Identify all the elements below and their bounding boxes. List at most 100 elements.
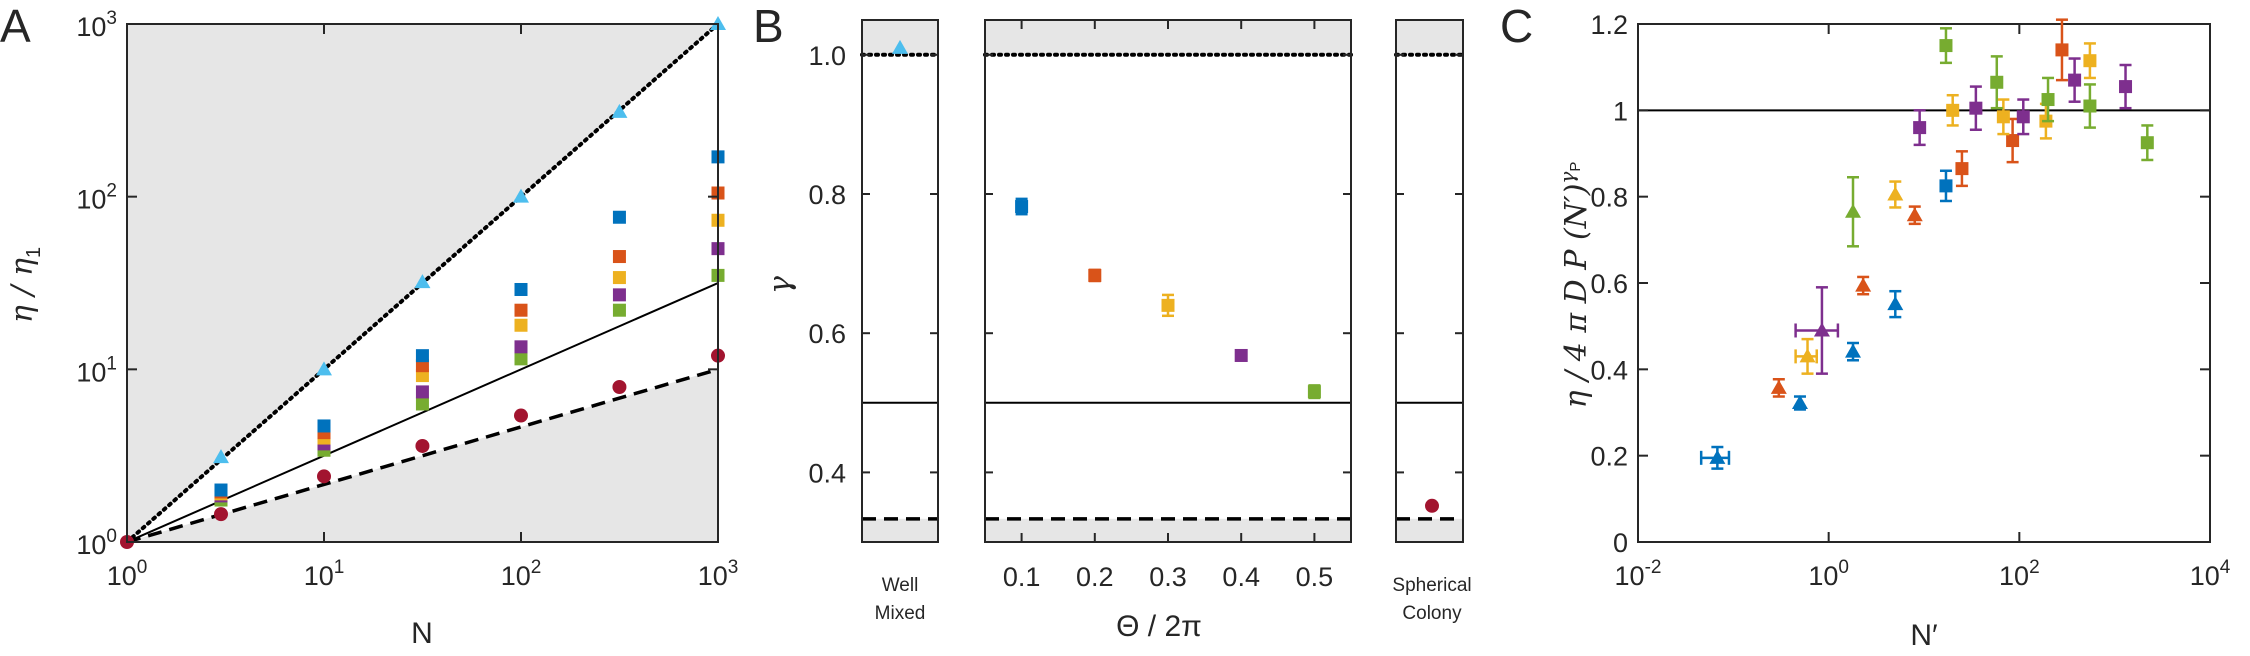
panel-a-point-orange <box>415 359 429 373</box>
panel-a-point-green <box>612 303 626 317</box>
panel-c-point-green <box>1845 203 1862 218</box>
panel-c-xtick-label-base: 10 <box>1615 561 1645 591</box>
panel-a-point-red <box>213 507 228 522</box>
panel-c-xtick-label-exponent: 2 <box>2029 557 2040 578</box>
panel-b: 0.4 0.6 0.8 1.0 0.1 0.2 0.3 0.4 0.5 γ Θ / 2π Wel… <box>763 19 1472 643</box>
panel-b-point-blue <box>1015 200 1029 214</box>
panel-a-axes-box <box>126 23 719 543</box>
panel-b-spherical-colony-point <box>1425 498 1439 513</box>
panel-a-point-red <box>317 469 331 484</box>
well-mixed-label-1: Well <box>882 575 919 596</box>
panel-b-xlabel: Θ / 2π <box>1116 610 1202 643</box>
panel-a-ytick-label: 103 <box>76 8 117 42</box>
panel-a-ytick-label-base: 10 <box>76 185 106 215</box>
panel-a-xtick-label-base: 10 <box>304 561 334 591</box>
panel-a-point-red <box>612 380 627 395</box>
panel-c-ytick-label: 0.4 <box>1590 355 1628 385</box>
panel-a-point-orange <box>612 250 626 264</box>
panel-a-ylabel: η / η1 <box>5 247 45 323</box>
panel-a-point-purple <box>415 385 429 399</box>
panel-a-ytick-label-exponent: 3 <box>106 8 117 29</box>
panel-c-xtick-label: 102 <box>1999 557 2040 591</box>
panel-b-ytick-label: 0.4 <box>808 458 846 488</box>
panel-c-point-orange <box>1770 379 1787 394</box>
panel-c-point-green <box>1990 75 2004 89</box>
panel-a-point-purple <box>612 288 626 302</box>
panel-c-point-purple <box>1969 101 1983 115</box>
panel-b-point-yellow <box>1161 298 1175 312</box>
panel-b-point-purple <box>1234 348 1248 362</box>
panel-b-spherical-colony-axes-box <box>1395 19 1464 543</box>
panel-b-ytick-label: 0.6 <box>808 319 846 349</box>
panel-a-xlabel: N <box>411 617 433 650</box>
panel-a-xtick-label-base: 10 <box>107 561 137 591</box>
panel-a-ylabel-text: η / η <box>5 258 40 323</box>
spherical-colony-label-1: Spherical <box>1392 575 1471 596</box>
panel-c-ylabel-text: η / 4 π D P (N′) <box>1559 184 1594 409</box>
panel-a-point-orange <box>514 303 528 317</box>
panel-c-point-orange <box>1855 277 1872 292</box>
panel-a-xtick-label: 102 <box>501 557 542 591</box>
panel-a-xtick-label-base: 10 <box>501 561 531 591</box>
panel-c-point-orange <box>2055 43 2069 57</box>
panel-c-xlabel: N′ <box>1910 619 1938 652</box>
panel-b-point-green <box>1307 385 1321 399</box>
panel-a-point-red <box>514 408 528 423</box>
panel-c-xtick-label-base: 10 <box>1808 561 1838 591</box>
panel-c-point-blue <box>1939 179 1953 193</box>
panel-c-ytick-label: 1 <box>1613 96 1628 126</box>
panel-b-xtick-label: 0.4 <box>1222 562 1260 592</box>
panel-c-xtick-label-base: 10 <box>1999 561 2029 591</box>
panel-b-well-mixed-shade-bottom <box>862 518 938 542</box>
panel-a-ytick-label-base: 10 <box>76 12 106 42</box>
panel-c-point-yellow <box>1996 110 2010 124</box>
panel-c-point-green <box>2140 136 2154 150</box>
panel-a-ytick-label: 100 <box>76 526 117 560</box>
panel-c-point-blue <box>1709 449 1726 464</box>
panel-a-xtick-label-exponent: 3 <box>728 557 739 578</box>
well-mixed-label-2: Mixed <box>875 603 926 624</box>
panel-letter-c: C <box>1500 0 1533 52</box>
panel-a-ytick-label-base: 10 <box>76 530 106 560</box>
panel-a-point-cyan <box>414 274 431 289</box>
panel-c-ylabel-sup: γ <box>1555 172 1579 184</box>
panel-c-point-yellow <box>2083 54 2097 68</box>
panel-c-point-blue <box>1887 296 1904 311</box>
panel-b-xtick-label: 0.2 <box>1076 562 1114 592</box>
panel-a-ytick-label: 102 <box>76 181 117 215</box>
panel-c-xtick-label-exponent: 0 <box>1838 557 1849 578</box>
panel-b-ylabel: γ <box>763 276 798 294</box>
panel-a-xtick-label: 103 <box>698 557 739 591</box>
panel-a-point-blue <box>514 282 528 296</box>
panel-c-ytick-label: 0 <box>1613 528 1628 558</box>
panel-c-axes-box <box>1637 23 2211 543</box>
panel-c-point-purple <box>2068 73 2082 87</box>
panel-letter-b: B <box>753 0 784 52</box>
panel-a-ytick-label-exponent: 0 <box>106 526 117 547</box>
panel-c-xtick-label-base: 10 <box>2190 561 2220 591</box>
panel-b-ytick-label: 0.8 <box>808 180 846 210</box>
panel-a-point-blue <box>317 419 331 433</box>
panel-c-point-blue <box>1791 395 1808 410</box>
panel-c-ytick-label: 1.2 <box>1590 10 1628 40</box>
panel-a-point-yellow <box>514 318 528 332</box>
panel-a-point-blue <box>415 349 429 363</box>
panel-b-theta-shade-bottom <box>985 518 1351 542</box>
panel-a-point-green <box>415 397 429 411</box>
panel-a-point-blue <box>612 210 626 224</box>
panel-c-ytick-label: 0.6 <box>1590 269 1628 299</box>
panel-c-point-purple <box>1813 322 1830 337</box>
panel-a-point-yellow <box>415 369 429 383</box>
panel-c-point-orange <box>2006 134 2020 148</box>
panel-a-xtick-label: 101 <box>304 557 345 591</box>
panel-b-well-mixed-axes-box <box>861 19 939 543</box>
spherical-colony-label-2: Colony <box>1402 603 1462 624</box>
panel-a-point-cyan <box>212 449 229 464</box>
panel-letter-a: A <box>0 0 31 52</box>
panel-c-point-orange <box>1955 162 1969 176</box>
panel-b-xtick-label: 0.3 <box>1149 562 1187 592</box>
panel-c-point-orange <box>1906 207 1923 222</box>
panel-c-xtick-label: 10-2 <box>1615 557 1662 591</box>
